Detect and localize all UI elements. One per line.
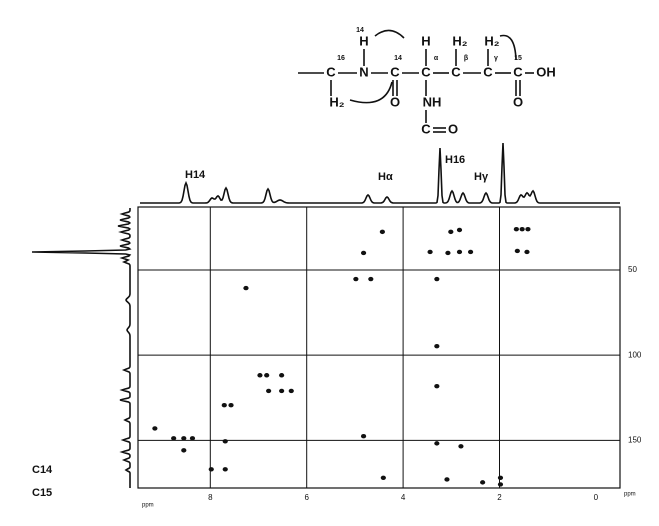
- cross-peak: [519, 226, 525, 232]
- cross-peak: [279, 388, 285, 394]
- x-tick-label: 2: [497, 493, 502, 502]
- cross-peak: [480, 480, 486, 485]
- c-projection: [31, 208, 132, 488]
- structure-label: C: [326, 64, 336, 79]
- cross-peak: [514, 248, 520, 254]
- structure-label: C: [421, 121, 431, 136]
- structure-label: O: [390, 94, 400, 109]
- structure-label: H: [359, 33, 368, 48]
- cross-peak: [456, 249, 463, 255]
- cross-peak: [525, 226, 531, 232]
- structure-label: O: [513, 94, 523, 109]
- structure-label: H₂: [329, 94, 344, 109]
- structure-label: 14: [356, 27, 364, 34]
- cross-peak: [360, 434, 367, 439]
- cross-peak: [222, 439, 228, 444]
- cross-peak: [434, 383, 440, 389]
- structure-label: C: [390, 64, 400, 79]
- structure-label: H₂: [452, 33, 467, 48]
- structure-label: H₂: [484, 33, 499, 48]
- peak-label: C14: [32, 464, 53, 476]
- cross-peak: [221, 403, 227, 408]
- cross-peak: [264, 373, 270, 378]
- cross-peak: [497, 482, 504, 487]
- cross-peak: [189, 436, 196, 441]
- structure-label: γ: [494, 55, 498, 62]
- structure-label: 14: [394, 55, 402, 62]
- cross-peak: [257, 373, 263, 378]
- cross-peak: [448, 229, 454, 235]
- cross-peak: [368, 276, 374, 282]
- cross-peak: [456, 227, 463, 233]
- h-projection: [140, 142, 620, 204]
- cross-peak: [427, 249, 433, 255]
- cross-peak: [181, 436, 187, 441]
- structure-label: OH: [536, 64, 556, 79]
- structure-label: N: [359, 64, 368, 79]
- x-tick-label: 6: [304, 493, 309, 502]
- cross-peak: [228, 403, 234, 408]
- x-tick-label: 8: [208, 493, 213, 502]
- cross-peak: [353, 276, 359, 282]
- cross-peak: [513, 226, 519, 232]
- cross-peak: [266, 388, 272, 394]
- cross-peak: [434, 441, 440, 446]
- structure-label: H: [421, 33, 430, 48]
- y-tick-label: 50: [628, 265, 637, 274]
- peak-label: Hγ: [474, 171, 489, 183]
- structure-label: β: [464, 55, 469, 62]
- structure-label: C: [421, 64, 431, 79]
- peak-label: C15: [32, 487, 52, 499]
- cross-peak: [152, 426, 158, 431]
- structure-label: α: [434, 55, 439, 62]
- cross-peak: [524, 249, 530, 255]
- peak-label: Hα: [378, 171, 393, 183]
- structure-label: C: [451, 64, 461, 79]
- y-tick-label: 100: [628, 350, 642, 359]
- cross-peak: [467, 249, 474, 255]
- structure-label: O: [448, 121, 458, 136]
- cross-peak: [208, 467, 214, 472]
- structure-bonds: [298, 29, 534, 133]
- cross-peak: [243, 285, 249, 291]
- cross-peak: [445, 250, 451, 256]
- cross-peak: [360, 250, 367, 256]
- x-axis-label: ppm: [142, 503, 154, 509]
- structure-label: 15: [514, 55, 522, 62]
- cross-peak: [288, 388, 294, 394]
- cross-peak: [171, 436, 177, 441]
- cross-peak: [434, 343, 440, 349]
- structure-label: 16: [337, 55, 345, 62]
- cross-peak: [222, 467, 228, 472]
- cross-peak: [181, 448, 187, 453]
- y-axis-label: ppm: [624, 492, 636, 498]
- cross-peak: [497, 475, 504, 480]
- x-tick-label: 4: [401, 493, 406, 502]
- structure-label: C: [483, 64, 493, 79]
- structure-label: C: [513, 64, 523, 79]
- cross-peak: [444, 477, 450, 482]
- cross-peak: [380, 475, 386, 480]
- cross-peak: [434, 276, 440, 282]
- peak-label: H16: [445, 154, 465, 166]
- peak-label: H14: [185, 169, 206, 181]
- structure-label: NH: [423, 94, 442, 109]
- y-tick-label: 150: [628, 435, 642, 444]
- cross-peak: [379, 229, 385, 235]
- cross-peak: [279, 373, 285, 378]
- plot-frame: [137, 206, 621, 489]
- cross-peak: [458, 444, 464, 449]
- x-tick-label: 0: [594, 493, 599, 502]
